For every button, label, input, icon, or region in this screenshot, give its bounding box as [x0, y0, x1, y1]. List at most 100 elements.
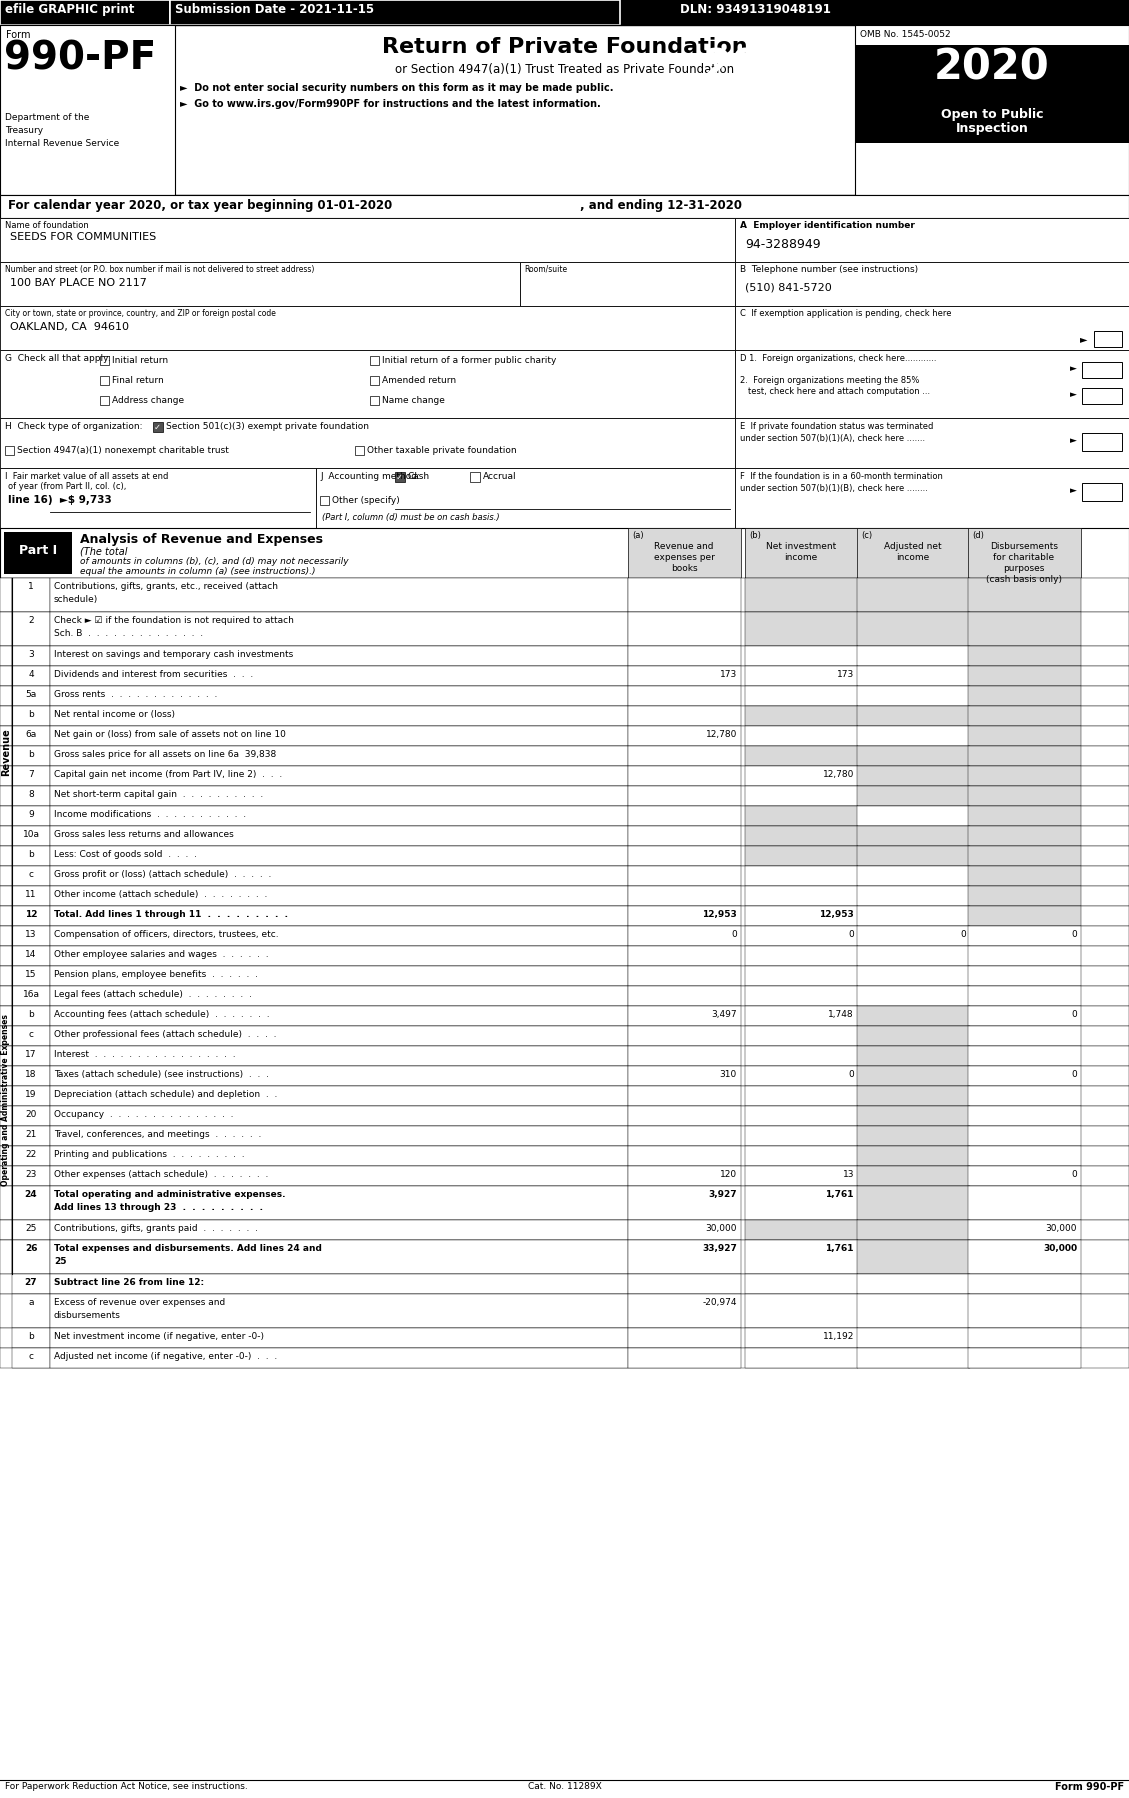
- Bar: [50, 946, 628, 966]
- Bar: [12, 687, 50, 707]
- Bar: [50, 1066, 628, 1086]
- Bar: [0, 1145, 1129, 1165]
- Text: 3,497: 3,497: [711, 1010, 737, 1019]
- Bar: [628, 707, 741, 726]
- Bar: [628, 1329, 741, 1348]
- Bar: [745, 806, 858, 825]
- Bar: [628, 766, 741, 786]
- Bar: [0, 577, 12, 611]
- Bar: [968, 1295, 1080, 1329]
- Bar: [12, 1275, 50, 1295]
- Bar: [12, 886, 50, 906]
- Text: ►  Do not enter social security numbers on this form as it may be made public.: ► Do not enter social security numbers o…: [180, 83, 613, 93]
- Text: Total. Add lines 1 through 11  .  .  .  .  .  .  .  .  .: Total. Add lines 1 through 11 . . . . . …: [54, 910, 288, 919]
- Bar: [628, 1187, 741, 1221]
- Bar: [745, 786, 858, 806]
- Text: Analysis of Revenue and Expenses: Analysis of Revenue and Expenses: [80, 532, 323, 547]
- Bar: [5, 532, 72, 574]
- Bar: [0, 611, 1129, 645]
- Bar: [0, 985, 1129, 1007]
- Bar: [745, 1145, 858, 1165]
- Bar: [628, 529, 741, 577]
- Bar: [0, 467, 316, 529]
- Bar: [745, 577, 858, 611]
- Text: Occupancy  .  .  .  .  .  .  .  .  .  .  .  .  .  .  .: Occupancy . . . . . . . . . . . . . . .: [54, 1109, 234, 1118]
- Text: OMB No. 1545-0052: OMB No. 1545-0052: [860, 31, 951, 40]
- Text: Capital gain net income (from Part IV, line 2)  .  .  .: Capital gain net income (from Part IV, l…: [54, 770, 282, 779]
- Bar: [12, 746, 50, 766]
- Text: Other taxable private foundation: Other taxable private foundation: [367, 446, 517, 455]
- Text: income: income: [785, 554, 817, 563]
- Bar: [0, 906, 1129, 926]
- Text: 23: 23: [25, 1170, 36, 1179]
- Bar: [857, 1241, 970, 1275]
- Bar: [50, 786, 628, 806]
- Bar: [745, 1329, 858, 1348]
- Bar: [0, 351, 735, 417]
- Bar: [0, 1295, 1129, 1329]
- Text: line 16)  ►$ 9,733: line 16) ►$ 9,733: [8, 494, 112, 505]
- Text: Add lines 13 through 23  .  .  .  .  .  .  .  .  .: Add lines 13 through 23 . . . . . . . . …: [54, 1203, 263, 1212]
- Bar: [857, 1187, 970, 1221]
- Bar: [12, 1086, 50, 1106]
- Text: Total expenses and disbursements. Add lines 24 and: Total expenses and disbursements. Add li…: [54, 1244, 322, 1253]
- Text: Less: Cost of goods sold  .  .  .  .: Less: Cost of goods sold . . . .: [54, 850, 196, 859]
- Bar: [50, 867, 628, 886]
- Text: 33,927: 33,927: [702, 1244, 737, 1253]
- Bar: [628, 1027, 741, 1046]
- Text: purposes: purposes: [1004, 565, 1044, 574]
- Text: or Section 4947(a)(1) Trust Treated as Private Foundation: or Section 4947(a)(1) Trust Treated as P…: [395, 63, 734, 76]
- Text: 11: 11: [25, 890, 37, 899]
- Bar: [12, 1165, 50, 1187]
- Text: Depreciation (attach schedule) and depletion  .  .: Depreciation (attach schedule) and deple…: [54, 1090, 278, 1099]
- Text: Disbursements: Disbursements: [990, 541, 1058, 550]
- Text: Cash: Cash: [408, 473, 430, 482]
- Text: (Part I, column (d) must be on cash basis.): (Part I, column (d) must be on cash basi…: [322, 512, 500, 521]
- Bar: [745, 926, 858, 946]
- Bar: [745, 1221, 858, 1241]
- Bar: [968, 985, 1080, 1007]
- Bar: [857, 529, 970, 577]
- Bar: [0, 1241, 1129, 1275]
- Bar: [857, 1221, 970, 1241]
- Text: -20,974: -20,974: [702, 1298, 737, 1307]
- Bar: [355, 446, 364, 455]
- Text: Legal fees (attach schedule)  .  .  .  .  .  .  .  .: Legal fees (attach schedule) . . . . . .…: [54, 991, 252, 1000]
- Bar: [857, 611, 970, 645]
- Bar: [50, 766, 628, 786]
- Bar: [0, 306, 735, 351]
- Bar: [857, 577, 970, 611]
- Bar: [0, 766, 12, 786]
- Bar: [628, 1295, 741, 1329]
- Bar: [12, 946, 50, 966]
- Text: 30,000: 30,000: [1043, 1244, 1077, 1253]
- Text: expenses per: expenses per: [654, 554, 715, 563]
- Text: Income modifications  .  .  .  .  .  .  .  .  .  .  .: Income modifications . . . . . . . . . .…: [54, 811, 246, 820]
- Text: Net rental income or (loss): Net rental income or (loss): [54, 710, 175, 719]
- Bar: [628, 806, 741, 825]
- Text: (a): (a): [632, 530, 644, 539]
- Text: Dividends and interest from securities  .  .  .: Dividends and interest from securities .…: [54, 671, 253, 680]
- Bar: [0, 746, 12, 766]
- Text: b: b: [28, 710, 34, 719]
- Bar: [12, 1027, 50, 1046]
- Text: Name change: Name change: [382, 396, 445, 405]
- Bar: [745, 985, 858, 1007]
- Bar: [968, 1046, 1080, 1066]
- Text: SEEDS FOR COMMUNITIES: SEEDS FOR COMMUNITIES: [10, 232, 156, 243]
- Bar: [0, 645, 12, 665]
- Bar: [968, 886, 1080, 906]
- Text: 990-PF: 990-PF: [5, 40, 156, 77]
- Bar: [968, 1348, 1080, 1368]
- Bar: [968, 1165, 1080, 1187]
- Text: ►: ►: [1080, 334, 1087, 343]
- Bar: [968, 1106, 1080, 1126]
- Text: Interest  .  .  .  .  .  .  .  .  .  .  .  .  .  .  .  .  .: Interest . . . . . . . . . . . . . . . .…: [54, 1050, 236, 1059]
- Text: Other expenses (attach schedule)  .  .  .  .  .  .  .: Other expenses (attach schedule) . . . .…: [54, 1170, 269, 1179]
- Bar: [968, 786, 1080, 806]
- Bar: [857, 985, 970, 1007]
- Text: 22: 22: [25, 1151, 36, 1160]
- Bar: [857, 1027, 970, 1046]
- Bar: [0, 0, 170, 25]
- Text: Treasury: Treasury: [5, 126, 43, 135]
